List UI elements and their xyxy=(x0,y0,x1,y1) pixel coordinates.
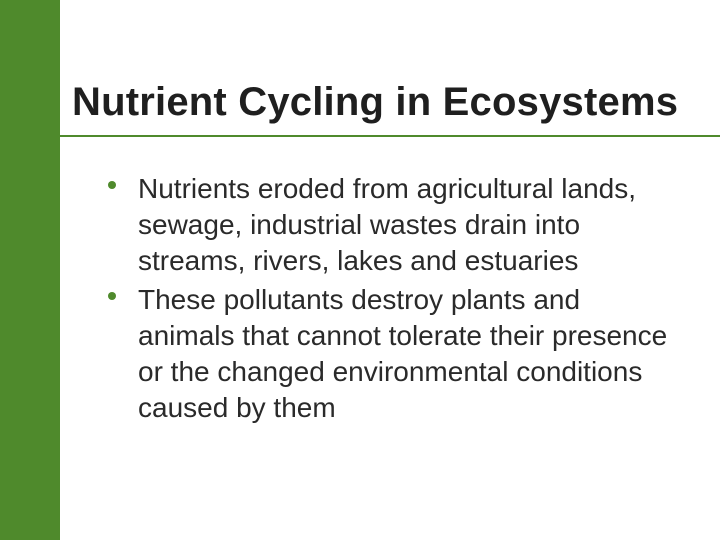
slide-content: Nutrient Cycling in Ecosystems Nutrients… xyxy=(60,0,720,540)
sidebar-accent xyxy=(0,0,60,540)
bullet-icon xyxy=(108,181,116,189)
title-region: Nutrient Cycling in Ecosystems xyxy=(60,0,720,137)
bullet-icon xyxy=(108,292,116,300)
slide-title: Nutrient Cycling in Ecosystems xyxy=(72,80,690,125)
list-item: Nutrients eroded from agricultural lands… xyxy=(108,171,672,278)
bullet-text: Nutrients eroded from agricultural lands… xyxy=(138,171,672,278)
list-item: These pollutants destroy plants and anim… xyxy=(108,282,672,425)
bullet-text: These pollutants destroy plants and anim… xyxy=(138,282,672,425)
bullet-list: Nutrients eroded from agricultural lands… xyxy=(60,137,720,426)
